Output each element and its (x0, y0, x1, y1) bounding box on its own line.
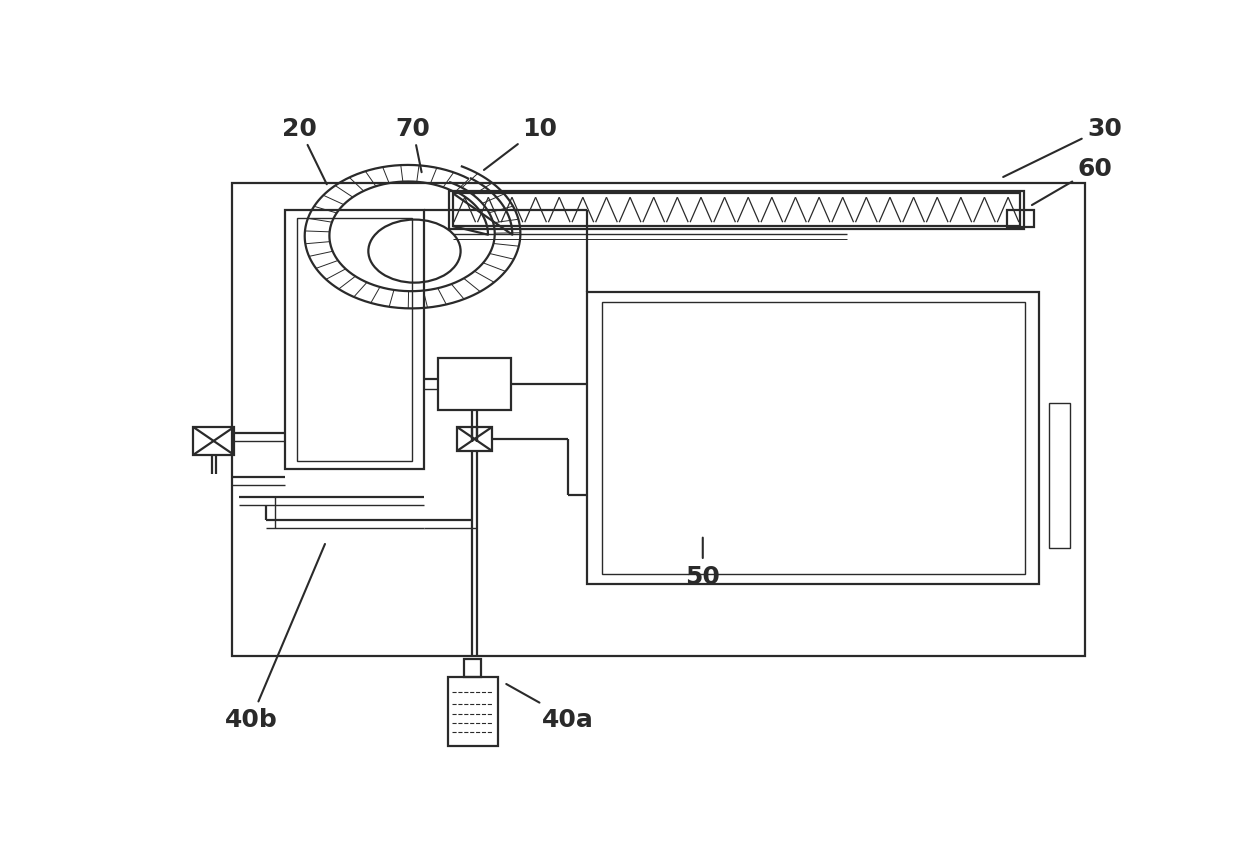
Bar (232, 184, 1085, 657)
Bar (464, 659, 481, 677)
Bar (449, 192, 1024, 229)
Bar (601, 302, 1024, 574)
Bar (298, 219, 412, 461)
Text: 20: 20 (281, 117, 327, 185)
Bar (448, 677, 497, 746)
Bar (1007, 211, 1034, 228)
Bar (458, 428, 492, 452)
Text: 60: 60 (1032, 157, 1112, 206)
Text: 40a: 40a (506, 684, 594, 731)
Text: 40b: 40b (224, 544, 325, 731)
Bar (588, 292, 1039, 584)
Bar (193, 428, 234, 455)
Bar (1049, 404, 1070, 549)
Bar (439, 358, 511, 411)
Bar (453, 194, 1019, 227)
Text: 70: 70 (396, 117, 430, 173)
Text: 10: 10 (484, 117, 557, 170)
Text: 50: 50 (686, 538, 720, 588)
Text: 30: 30 (1003, 117, 1122, 178)
Bar (285, 210, 424, 469)
